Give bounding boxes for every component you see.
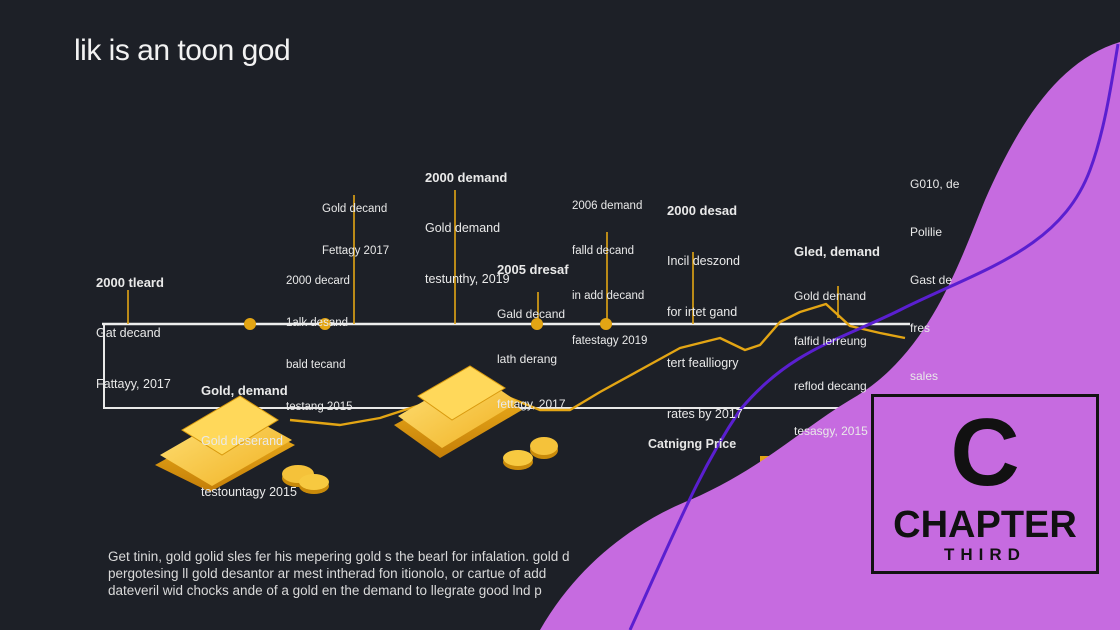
label-line: Fattayy, 2017 (96, 377, 171, 391)
label-line: reflod decang (794, 379, 867, 393)
label-line: 2000 decard (286, 275, 350, 287)
timeline-marker (244, 318, 256, 330)
label-line: testountagy 2015 (201, 485, 297, 499)
timeline-frame (103, 325, 880, 409)
label-line: rates by 2017 (667, 407, 743, 421)
timeline-label: 2000 tleard Gat decand Fattayy, 2017 (96, 240, 171, 410)
label-heading: 2000 tleard (96, 275, 164, 290)
timeline-label: G010, de Polilie Gast de fres sales (910, 144, 959, 400)
gold-coins-1 (282, 465, 329, 494)
gold-bar-1 (155, 395, 295, 492)
chapter-word: CHAPTER (893, 504, 1077, 546)
label-heading: Gled, demand (794, 244, 880, 259)
label-heading: 2000 desad (667, 203, 738, 218)
label-line: 1alk desand (286, 317, 349, 329)
timeline-label: 2000 decard 1alk desand bald tecand test… (286, 246, 353, 428)
paragraph-line: pergotesing ll gold desantor ar mest int… (108, 566, 547, 581)
timeline-marker (319, 318, 331, 330)
accent-curve (628, 43, 1120, 630)
label-line: tesasgy, 2015 (794, 424, 868, 438)
label-heading: Gold, demand (201, 383, 288, 398)
label-line: Gold demand (794, 289, 867, 303)
label-line: Gast de (910, 273, 953, 287)
description-paragraph: Get tinin, gold golid sles fer his meper… (108, 548, 668, 599)
label-line: tert fealliogry (667, 356, 739, 370)
label-line: Gold deserand (201, 434, 284, 448)
label-line: fettagy, 2017 (497, 397, 566, 411)
timeline-label: Gold decand Fettagy 2017 (322, 174, 389, 272)
label-line: falld decand (572, 245, 635, 257)
chapter-subtitle: THIRD (944, 545, 1026, 564)
timeline-label: 2006 demand falld decand in add decand f… (572, 169, 647, 364)
label-heading: 2000 demand (425, 170, 508, 185)
label-line: Fettagy 2017 (322, 245, 390, 257)
label-line: in add decand (572, 290, 645, 302)
label-line: for irtet gand (667, 305, 738, 319)
paragraph-line: dateveril wid chocks ande of a gold en t… (108, 583, 542, 598)
label-line: Incil deszond (667, 254, 740, 268)
timeline-label: 2000 demand Gold demand testunthy, 2019 (425, 135, 510, 305)
timeline-label: 2000 desad Incil deszond for irtet gand … (667, 168, 743, 440)
label-line: Gald decand (497, 307, 566, 321)
label-line: 2006 demand (572, 200, 643, 212)
label-line: G010, de (910, 177, 960, 191)
label-line: falfid lerreung (794, 334, 867, 348)
page-title: lik is an toon god (74, 34, 291, 67)
gold-coins-2 (503, 437, 558, 470)
timeline-label: 2005 dresaf Gald decand lath derang fett… (497, 232, 569, 427)
paragraph-line: Get tinin, gold golid sles fer his meper… (108, 549, 570, 564)
gold-bar-2 (394, 365, 522, 458)
label-line: testang 2015 (286, 401, 353, 413)
label-line: lath derang (497, 352, 558, 366)
label-line: bald tecand (286, 359, 346, 371)
timeline-label: Gold, demand Gold deserand testountagy 2… (201, 348, 297, 518)
label-line: Gat decand (96, 326, 161, 340)
label-line: testunthy, 2019 (425, 272, 510, 286)
label-heading: 2005 dresaf (497, 262, 569, 277)
timeline-label: Gled, demand Gold demand falfid lerreung… (794, 214, 880, 454)
chapter-badge: C CHAPTER THIRD (871, 394, 1099, 574)
label-line: sales (910, 369, 939, 383)
label-line: fres (910, 321, 931, 335)
price-label: Catnigng Price (648, 437, 737, 451)
label-line: Gold demand (425, 221, 501, 235)
timeline-marker (600, 318, 612, 330)
label-line: Gold decand (322, 203, 388, 215)
label-line: fatestagy 2019 (572, 335, 648, 347)
accent-shape (540, 42, 1120, 630)
chapter-letter: C (950, 399, 1020, 506)
label-line: Polilie (910, 225, 943, 239)
timeline-marker (531, 318, 543, 330)
